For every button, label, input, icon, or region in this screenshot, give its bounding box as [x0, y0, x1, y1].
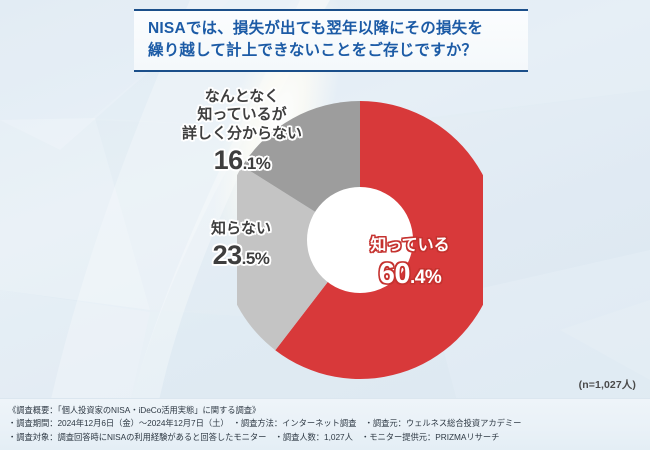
page-title-line-1: NISAでは、損失が出ても翌年以降にその損失を — [148, 20, 484, 37]
page-title: NISAでは、損失が出ても翌年以降にその損失を 繰り越して計上できないことをご存… — [134, 9, 528, 72]
page-title-line-2: 繰り越して計上できないことをご存じですか？ — [148, 42, 478, 59]
survey-overview: 《調査概要：「個人投資家のNISA・iDeCo活用実態」に関する調査》 ・調査期… — [8, 404, 528, 444]
survey-overview-line-2: ・調査期間：2024年12月6日（金）～2024年12月7日（土） ・調査方法：… — [8, 418, 522, 429]
footer-bar: 《調査概要：「個人投資家のNISA・iDeCo活用実態」に関する調査》 ・調査期… — [0, 398, 650, 450]
sample-size-note: (n=1,027人) — [578, 379, 636, 391]
donut-chart — [237, 98, 483, 382]
donut-hole — [307, 187, 413, 293]
survey-overview-line-1: 《調査概要：「個人投資家のNISA・iDeCo活用実態」に関する調査》 — [8, 405, 261, 415]
slice-shiranai — [237, 166, 360, 351]
survey-overview-line-3: ・調査対象：調査回答時にNISAの利用経験があると回答したモニター ・調査人数：… — [8, 431, 500, 442]
